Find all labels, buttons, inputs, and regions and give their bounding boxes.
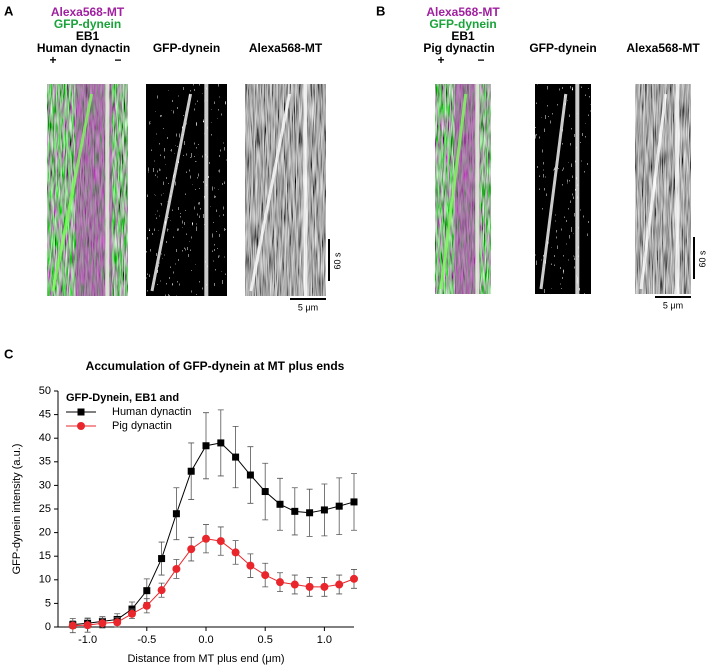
marker xyxy=(68,621,77,630)
marker xyxy=(261,488,269,496)
kymograph-title: GFP-dynein xyxy=(529,41,596,55)
y-tick-label: 15 xyxy=(39,550,51,562)
mt-minus-end xyxy=(575,84,580,294)
marker xyxy=(216,537,225,546)
minus-end: − xyxy=(477,53,484,67)
marker xyxy=(290,580,299,589)
x-tick-label: 0.0 xyxy=(198,634,213,646)
length-scale-label: 5 μm xyxy=(298,302,318,312)
y-tick-label: 20 xyxy=(39,527,51,539)
channel-label: EB1 xyxy=(76,29,100,43)
mt-minus-end xyxy=(475,84,480,294)
marker xyxy=(98,619,107,628)
dynactin-label: Human dynactin xyxy=(37,41,130,55)
series-line xyxy=(72,442,355,626)
plus-end-track xyxy=(51,93,94,292)
panel-label: B xyxy=(376,3,385,18)
marker xyxy=(128,609,136,618)
chart: C Accumulation of GFP-dynein at MT plus e… xyxy=(4,346,358,665)
y-tick-label: 25 xyxy=(39,503,51,515)
legend-title: GFP-Dynein, EB1 and xyxy=(66,392,179,404)
x-tick-label: -0.5 xyxy=(137,634,156,646)
plus-end-track xyxy=(150,93,193,292)
marker xyxy=(187,545,196,554)
marker xyxy=(320,506,328,514)
marker xyxy=(335,580,344,589)
y-tick-label: 30 xyxy=(39,479,51,491)
marker xyxy=(246,561,255,570)
x-tick-label: -1.0 xyxy=(78,634,97,646)
mt-minus-end xyxy=(675,84,680,294)
dynactin-label: Pig dynactin xyxy=(423,41,494,55)
y-tick-label: 40 xyxy=(39,432,51,444)
channel-label: GFP-dynein xyxy=(429,17,496,31)
marker xyxy=(143,587,151,595)
channel-label: Alexa568-MT xyxy=(51,5,125,19)
marker xyxy=(157,586,166,595)
plus-end: + xyxy=(437,53,444,67)
marker xyxy=(113,618,122,627)
chart-title: Accumulation of GFP-dynein at MT plus en… xyxy=(86,359,345,373)
x-tick-label: 1.0 xyxy=(317,634,332,646)
marker xyxy=(187,467,195,475)
marker xyxy=(291,507,299,515)
legend-marker xyxy=(77,408,85,416)
marker xyxy=(276,578,284,587)
plus-end-track xyxy=(539,93,568,290)
marker xyxy=(83,621,92,630)
marker xyxy=(320,582,329,591)
y-axis-title: GFP-dynein intensity (a.u.) xyxy=(11,444,23,575)
marker xyxy=(232,453,240,461)
channel-label: Alexa568-MT xyxy=(426,5,500,19)
marker xyxy=(172,564,181,573)
plus-end-track xyxy=(639,93,668,290)
marker xyxy=(142,601,151,610)
y-tick-label: 35 xyxy=(39,456,51,468)
legend-marker xyxy=(77,422,85,430)
panel-label: A xyxy=(4,3,14,18)
legend-label: Pig dynactin xyxy=(112,420,172,432)
series-line xyxy=(72,538,355,627)
x-tick-label: 0.5 xyxy=(258,634,273,646)
minus-end: − xyxy=(114,53,121,67)
mt-minus-end xyxy=(105,84,110,296)
channel-label: EB1 xyxy=(451,29,475,43)
channel-label: GFP-dynein xyxy=(54,17,121,31)
plus-end-track xyxy=(249,93,292,292)
legend-label: Human dynactin xyxy=(112,406,192,418)
marker xyxy=(261,571,270,580)
marker xyxy=(172,510,180,518)
mt-minus-end xyxy=(204,84,209,296)
marker xyxy=(202,442,210,450)
x-axis-title: Distance from MT plus end (μm) xyxy=(127,653,284,665)
marker xyxy=(246,471,254,479)
kymograph-title: Alexa568-MT xyxy=(249,41,323,55)
y-tick-label: 45 xyxy=(39,409,51,421)
marker xyxy=(350,574,358,583)
marker xyxy=(335,502,343,510)
y-tick-label: 10 xyxy=(39,574,51,586)
marker xyxy=(305,582,314,591)
kymograph-title: GFP-dynein xyxy=(153,41,220,55)
y-tick-label: 0 xyxy=(45,621,51,633)
time-scale-label: 60 s xyxy=(332,252,342,270)
y-tick-label: 5 xyxy=(45,597,51,609)
time-scale-label: 60 s xyxy=(697,250,707,268)
marker xyxy=(202,534,210,543)
marker xyxy=(306,509,314,517)
mt-minus-end xyxy=(303,84,308,296)
y-tick-label: 50 xyxy=(39,385,51,397)
plus-end: + xyxy=(49,53,56,67)
marker xyxy=(158,555,166,563)
marker xyxy=(217,439,225,447)
length-scale-label: 5 μm xyxy=(663,300,683,310)
plus-end-track xyxy=(439,93,468,290)
kymograph-title: Alexa568-MT xyxy=(626,41,700,55)
marker xyxy=(350,498,358,506)
panel-label: C xyxy=(4,346,14,361)
marker xyxy=(231,548,240,557)
marker xyxy=(276,500,284,508)
